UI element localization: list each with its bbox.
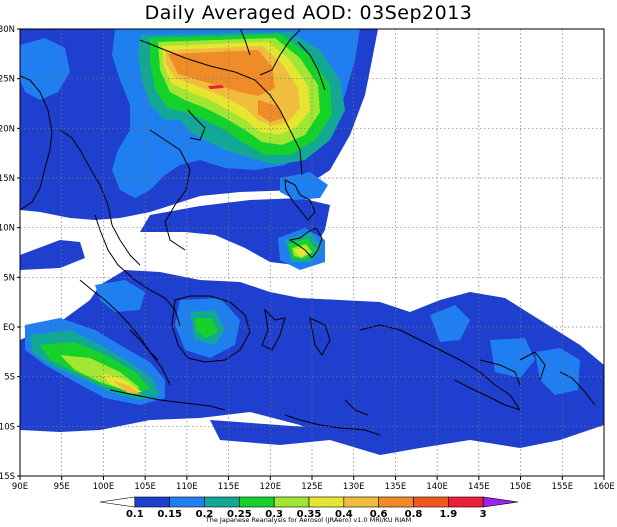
y-tick-label: 5N — [3, 273, 15, 283]
coastlines — [20, 29, 596, 436]
x-tick-label: 100E — [93, 482, 115, 492]
colorbar-arrow-low — [99, 496, 136, 508]
colorbar-level-label: 3 — [480, 509, 487, 520]
x-tick-label: 90E — [12, 482, 28, 492]
map-grid — [20, 29, 604, 476]
y-tick-label: 10N — [0, 224, 15, 234]
y-tick-label: 25N — [0, 75, 15, 85]
y-tick-label: 10S — [0, 422, 15, 432]
colorbar-level-label: 1.9 — [439, 509, 457, 520]
colorbar-swatch — [378, 496, 414, 508]
y-tick-label: 20N — [0, 124, 15, 134]
colorbar-swatch — [448, 496, 484, 508]
colorbar-swatch — [204, 496, 240, 508]
plot-area — [20, 29, 604, 476]
colorbar-swatch — [308, 496, 345, 508]
y-tick-label: 5S — [4, 373, 15, 383]
y-tick-label: 15N — [0, 174, 15, 184]
x-tick-label: 140E — [426, 482, 448, 492]
colorbar-level-label: 0.6 — [370, 509, 388, 520]
colorbar-level-label: 0.35 — [297, 509, 322, 520]
colorbar-swatch — [239, 496, 275, 508]
y-tick-label: EQ — [3, 323, 15, 333]
x-tick-label: 105E — [134, 482, 156, 492]
x-tick-label: 160E — [593, 482, 615, 492]
colorbar-level-label: 0.3 — [265, 509, 283, 520]
x-tick-label: 95E — [54, 482, 70, 492]
colorbar-swatch — [343, 496, 379, 508]
colorbar-level-label: 0.2 — [196, 509, 214, 520]
colorbar-swatch — [169, 496, 205, 508]
map-title: Daily Averaged AOD: 03Sep2013 — [144, 2, 473, 24]
colorbar-level-label: 0.8 — [405, 509, 423, 520]
colorbar-level-label: 0.25 — [227, 509, 252, 520]
x-tick-label: 155E — [551, 482, 573, 492]
axis-ticks: 90E 95E 100E 105E 110E 115E 120E 125E 130E 135E 14… — [0, 25, 615, 492]
colorbar-swatch — [273, 496, 310, 508]
colorbar-swatch — [413, 496, 449, 508]
x-tick-label: 125E — [301, 482, 323, 492]
colorbar-level-label: 0.1 — [126, 509, 144, 520]
x-tick-label: 130E — [343, 482, 365, 492]
x-tick-label: 145E — [468, 482, 490, 492]
aod-field-peak — [208, 85, 224, 89]
credit-line: The Japanese Reanalysis for Aerosol (JRA… — [205, 516, 412, 524]
x-tick-label: 110E — [176, 482, 198, 492]
x-tick-label: 150E — [510, 482, 532, 492]
colorbar-level-label: 0.15 — [157, 509, 182, 520]
colorbar-level-label: 0.4 — [335, 509, 353, 520]
y-tick-label: 15S — [0, 472, 15, 482]
y-tick-label: 30N — [0, 25, 15, 35]
colorbar: 0.1 0.15 0.2 0.25 0.3 0.35 0.4 0.6 0.8 1.9 3 — [99, 496, 519, 520]
x-tick-label: 115E — [218, 482, 240, 492]
x-tick-label: 135E — [385, 482, 407, 492]
colorbar-arrow-high — [482, 496, 519, 508]
colorbar-swatch — [134, 496, 170, 508]
x-tick-label: 120E — [259, 482, 281, 492]
